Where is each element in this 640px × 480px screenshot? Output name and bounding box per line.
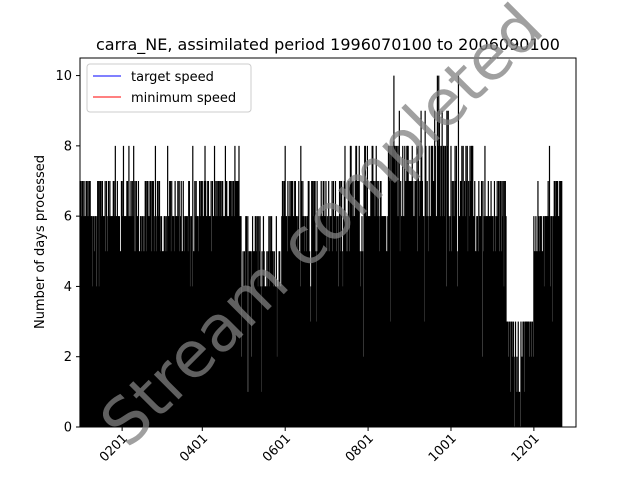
y-tick-label: 6 [64,210,72,225]
y-axis-label: Number of days processed [33,155,48,329]
legend-target-label: target speed [131,70,214,85]
y-tick-label: 0 [64,421,72,436]
x-tick-label: 1001 [426,431,460,465]
legend: target speed minimum speed [86,63,252,113]
chart-title: carra_NE, assimilated period 1996070100 … [96,35,560,55]
y-tick-label: 8 [64,139,72,154]
x-tick-label: 0601 [260,431,294,465]
x-tick-label: 1201 [509,431,543,465]
y-tick-label: 4 [64,280,72,295]
bars-group [79,75,563,427]
legend-minimum-label: minimum speed [131,91,236,106]
x-tick-label: 0401 [177,431,211,465]
y-tick-label: 2 [64,350,72,365]
y-tick-label: 10 [55,69,72,84]
plot-frame [79,57,577,428]
x-tick-label: 0801 [343,431,377,465]
y-ticks: 0 2 4 6 8 10 [55,69,80,436]
legend-box [86,63,252,113]
